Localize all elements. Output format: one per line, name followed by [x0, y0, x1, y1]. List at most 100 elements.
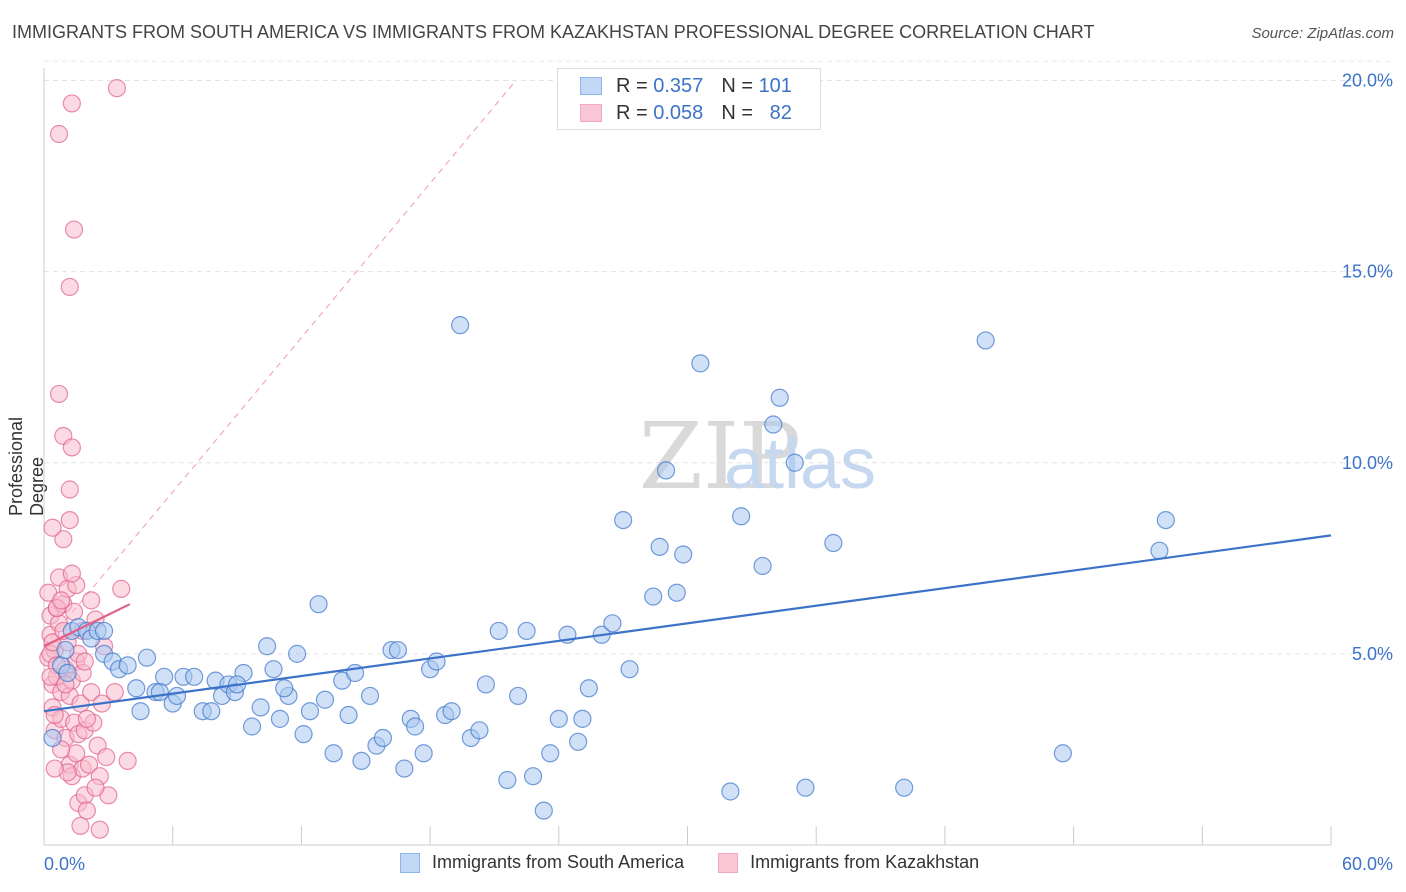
point-south-america: [242, 717, 262, 736]
point-south-america: [167, 686, 187, 706]
point-south-america: [644, 587, 663, 606]
point-kazakhstan: [112, 579, 131, 598]
point-south-america: [534, 801, 553, 820]
point-south-america: [373, 728, 393, 748]
point-kazakhstan: [82, 682, 101, 702]
point-south-america: [1150, 541, 1169, 560]
point-south-america: [650, 537, 669, 556]
point-south-america: [264, 660, 283, 679]
point-kazakhstan: [49, 384, 69, 404]
chart-title: IMMIGRANTS FROM SOUTH AMERICA VS IMMIGRA…: [12, 22, 1095, 42]
point-south-america: [131, 702, 150, 721]
point-south-america: [137, 648, 157, 667]
point-kazakhstan: [62, 438, 81, 457]
point-south-america: [324, 744, 343, 763]
x-tick-label: 60.0%: [1342, 854, 1393, 874]
point-south-america: [785, 453, 804, 472]
point-south-america: [620, 660, 639, 679]
point-kazakhstan: [43, 518, 62, 537]
point-kazakhstan: [90, 820, 109, 839]
point-south-america: [489, 621, 508, 641]
y-tick-label: 20.0%: [1342, 71, 1393, 91]
point-south-america: [309, 595, 328, 614]
point-south-america: [976, 331, 995, 350]
point-south-america: [508, 686, 528, 706]
r-value-pink: 0.058: [653, 101, 704, 124]
point-kazakhstan: [77, 801, 97, 820]
point-kazakhstan: [41, 667, 60, 686]
y-tick-label: 15.0%: [1342, 262, 1393, 282]
trend-line-kazakhstan: [43, 603, 131, 648]
n-label: N =: [721, 101, 753, 124]
point-south-america: [395, 759, 414, 778]
point-south-america: [753, 556, 772, 576]
source-credit: Source: ZipAtlas.com: [1251, 25, 1394, 42]
series-kazakhstan: [39, 79, 137, 839]
stats-row-kazakhstan: R = 0.058 N = 82: [580, 100, 792, 126]
point-south-america: [517, 621, 536, 641]
point-south-america: [127, 679, 146, 698]
legend-swatch-pink: [718, 852, 739, 873]
point-south-america: [270, 709, 290, 728]
point-south-america: [118, 656, 137, 675]
point-south-america: [732, 507, 751, 526]
point-south-america: [498, 770, 517, 790]
legend-label: Immigrants from Kazakhstan: [750, 852, 980, 872]
legend-swatch-blue: [400, 852, 420, 873]
point-south-america: [414, 744, 433, 763]
point-kazakhstan: [60, 277, 79, 297]
point-kazakhstan: [118, 751, 137, 771]
point-south-america: [251, 698, 270, 717]
point-south-america: [202, 702, 221, 721]
point-kazakhstan: [107, 79, 127, 98]
point-south-america: [451, 316, 470, 335]
point-kazakhstan: [82, 591, 101, 610]
point-south-america: [603, 614, 622, 633]
point-kazakhstan: [62, 94, 81, 113]
point-kazakhstan: [71, 816, 90, 835]
point-south-america: [1156, 510, 1175, 530]
tick-labels: 5.0% 10.0% 15.0% 20.0% 0.0% 60.0%: [44, 71, 1393, 875]
point-south-america: [573, 709, 592, 728]
point-south-america: [150, 682, 169, 702]
point-south-america: [667, 583, 686, 602]
point-south-america: [294, 725, 313, 744]
point-kazakhstan: [54, 530, 73, 549]
point-south-america: [339, 705, 358, 725]
point-south-america: [824, 533, 843, 553]
stats-swatch-pink: [580, 104, 602, 122]
point-south-america: [895, 778, 914, 797]
point-south-america: [442, 702, 461, 721]
legend-label: Immigrants from South America: [432, 852, 685, 872]
point-south-america: [257, 637, 277, 656]
r-value-blue: 0.357: [653, 74, 704, 97]
point-kazakhstan: [86, 778, 105, 797]
y-tick-label: 10.0%: [1342, 453, 1393, 473]
point-south-america: [56, 640, 75, 660]
point-kazakhstan: [62, 564, 81, 583]
point-south-america: [523, 767, 543, 786]
point-south-america: [185, 667, 204, 686]
reference-dashed-line: [43, 80, 517, 647]
point-kazakhstan: [75, 652, 94, 671]
point-kazakhstan: [45, 759, 64, 778]
point-south-america: [275, 679, 294, 698]
point-south-america: [94, 621, 114, 641]
point-south-america: [579, 679, 598, 698]
legend-item-south-america[interactable]: Immigrants from South America: [400, 852, 684, 873]
legend: Immigrants from South America Immigrants…: [400, 852, 1013, 873]
point-south-america: [288, 644, 307, 663]
point-kazakhstan: [60, 480, 79, 499]
point-south-america: [541, 744, 560, 763]
point-south-america: [300, 702, 320, 721]
n-value-pink: 82: [769, 101, 792, 124]
point-south-america: [656, 461, 676, 480]
point-south-america: [614, 510, 633, 530]
point-south-america: [405, 717, 425, 736]
point-south-america: [360, 686, 380, 706]
point-south-america: [470, 721, 489, 740]
point-kazakhstan: [77, 709, 97, 728]
point-south-america: [721, 782, 740, 801]
legend-item-kazakhstan[interactable]: Immigrants from Kazakhstan: [718, 852, 979, 873]
